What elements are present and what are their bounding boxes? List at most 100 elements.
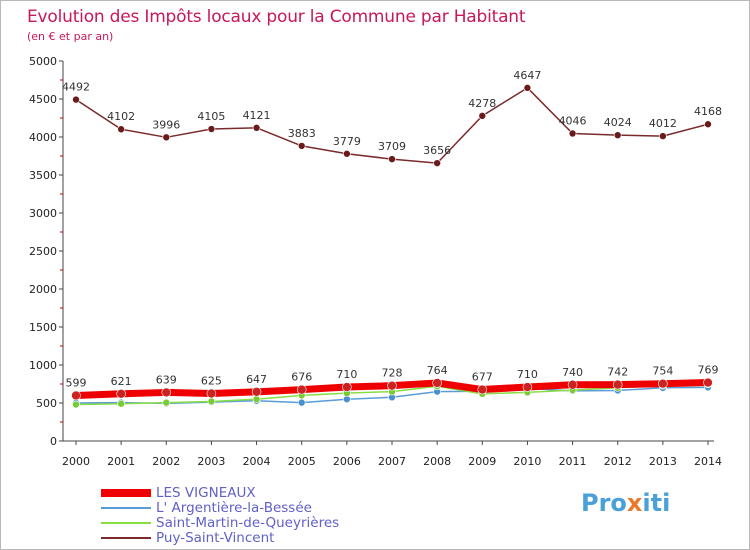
- data-point-0: [161, 387, 172, 398]
- legend-swatch: [101, 489, 151, 497]
- data-label: 4647: [513, 69, 541, 82]
- chart-title: Evolution des Impôts locaux pour la Comm…: [27, 7, 526, 27]
- data-point-3: [162, 133, 171, 142]
- data-point-1: [297, 398, 306, 407]
- y-tick-label: 3000: [29, 207, 57, 220]
- x-tick-label: 2000: [62, 455, 90, 468]
- data-point-2: [72, 400, 80, 409]
- data-point-0: [522, 382, 533, 392]
- data-point-0: [71, 390, 81, 401]
- data-label: 4121: [243, 109, 271, 122]
- data-point-3: [343, 149, 351, 158]
- y-tick-label: 1000: [29, 359, 57, 372]
- data-point-2: [162, 398, 171, 407]
- data-label: 3996: [152, 118, 180, 131]
- data-label: 710: [517, 368, 538, 381]
- data-label: 599: [66, 376, 87, 389]
- y-tick-label: 1500: [29, 321, 57, 334]
- data-label: 4102: [107, 110, 135, 123]
- x-tick-label: 2006: [333, 455, 361, 468]
- data-label: 3883: [288, 127, 316, 140]
- data-point-3: [478, 112, 487, 120]
- x-tick-label: 2003: [197, 455, 225, 468]
- data-label: 764: [427, 364, 448, 377]
- data-label: 3709: [378, 140, 406, 153]
- data-label: 728: [382, 367, 403, 380]
- data-point-3: [659, 132, 667, 140]
- x-tick-label: 2001: [107, 455, 135, 468]
- data-point-2: [252, 395, 261, 404]
- y-tick-label: 500: [36, 397, 57, 410]
- data-point-0: [296, 384, 307, 395]
- legend-label: L' Argentière-la-Bessée: [156, 500, 312, 516]
- x-tick-label: 2010: [513, 455, 541, 468]
- y-tick-label: 2500: [29, 245, 57, 258]
- y-tick-label: 5000: [29, 55, 57, 68]
- y-tick-label: 3500: [29, 169, 57, 182]
- data-label: 740: [562, 366, 583, 379]
- data-point-3: [704, 120, 712, 129]
- data-label: 4168: [694, 105, 722, 118]
- data-point-3: [523, 84, 532, 92]
- data-point-0: [477, 384, 488, 395]
- data-label: 3656: [423, 144, 451, 157]
- data-label: 769: [698, 364, 719, 377]
- chart-subtitle: (en € et par an): [27, 30, 114, 43]
- x-tick-label: 2014: [694, 455, 722, 468]
- x-tick-label: 2011: [559, 455, 587, 468]
- data-label: 677: [472, 371, 493, 384]
- data-label: 3779: [333, 135, 361, 148]
- data-label: 625: [201, 375, 222, 388]
- data-label: 742: [607, 366, 628, 379]
- data-label: 4278: [468, 97, 496, 110]
- data-label: 710: [336, 368, 357, 381]
- data-point-2: [207, 397, 216, 406]
- data-point-0: [432, 378, 442, 388]
- legend-label: LES VIGNEAUX: [156, 485, 256, 501]
- data-point-0: [387, 380, 397, 391]
- legend-swatch: [101, 522, 151, 524]
- data-point-2: [117, 399, 125, 408]
- data-point-0: [612, 379, 623, 390]
- data-label: 4105: [197, 110, 225, 123]
- data-point-3: [388, 155, 396, 163]
- data-label: 754: [652, 365, 673, 378]
- data-point-3: [207, 125, 216, 133]
- data-label: 4024: [604, 116, 632, 129]
- legend-label: Puy-Saint-Vincent: [156, 530, 275, 546]
- data-point-3: [613, 131, 622, 139]
- y-tick-label: 2000: [29, 283, 57, 296]
- data-label: 4492: [62, 81, 90, 94]
- proxiti-logo: Proxiti: [581, 489, 671, 517]
- data-point-3: [297, 142, 306, 150]
- x-tick-label: 2012: [604, 455, 632, 468]
- x-tick-label: 2005: [288, 455, 316, 468]
- x-tick-label: 2009: [468, 455, 496, 468]
- data-point-3: [252, 124, 261, 132]
- legend-swatch: [101, 507, 151, 509]
- x-tick-label: 2013: [649, 455, 677, 468]
- x-tick-label: 2007: [378, 455, 406, 468]
- data-label: 676: [291, 371, 312, 384]
- y-tick-label: 4500: [29, 93, 57, 106]
- y-tick-label: 0: [50, 435, 57, 448]
- data-point-3: [72, 95, 80, 104]
- data-point-0: [206, 388, 217, 399]
- data-point-0: [116, 389, 126, 399]
- data-label: 4012: [649, 117, 677, 130]
- data-point-0: [567, 379, 578, 390]
- y-tick-label: 4000: [29, 131, 57, 144]
- x-tick-label: 2002: [152, 455, 180, 468]
- data-point-0: [342, 382, 352, 392]
- legend-swatch: [101, 537, 151, 539]
- data-point-0: [703, 377, 713, 388]
- data-label: 639: [156, 373, 177, 386]
- legend-label: Saint-Martin-de-Queyrières: [156, 515, 340, 531]
- data-label: 647: [246, 373, 267, 386]
- data-point-0: [658, 378, 668, 389]
- x-tick-label: 2008: [423, 455, 451, 468]
- data-label: 4046: [559, 115, 587, 128]
- data-point-0: [251, 387, 262, 397]
